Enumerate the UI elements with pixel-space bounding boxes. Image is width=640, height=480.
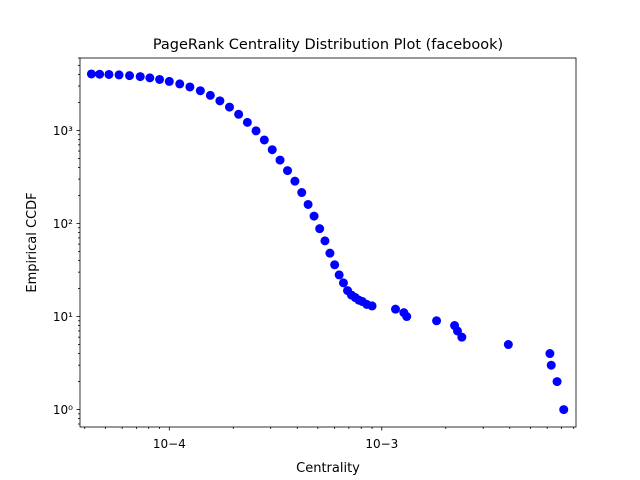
y-tick-label: 10² <box>53 217 73 231</box>
plot-frame <box>79 57 577 428</box>
data-point <box>215 96 225 106</box>
data-point <box>330 260 340 270</box>
chart-title: PageRank Centrality Distribution Plot (f… <box>153 37 503 53</box>
x-axis-ticks: 10−4 10−3 <box>84 427 575 451</box>
data-point <box>546 360 556 370</box>
x-tick-label: 10−3 <box>365 437 398 451</box>
data-point <box>402 312 412 322</box>
data-point <box>338 278 348 288</box>
data-point <box>114 70 124 80</box>
data-point <box>185 82 195 92</box>
x-axis-label: Centrality <box>296 461 360 476</box>
data-point <box>290 176 300 186</box>
data-point <box>225 102 234 112</box>
data-point <box>503 340 513 350</box>
x-tick-label: 10−4 <box>153 437 186 451</box>
data-point <box>205 90 215 100</box>
data-point <box>145 73 155 83</box>
data-point <box>259 135 269 145</box>
data-point <box>315 224 325 234</box>
y-tick-label: 10⁰ <box>53 403 73 417</box>
data-point <box>195 86 205 96</box>
data-point <box>452 326 462 336</box>
data-point <box>309 211 319 221</box>
data-point <box>95 69 105 79</box>
data-point <box>545 349 555 359</box>
y-axis-label: Empirical CCDF <box>25 192 40 292</box>
data-point <box>552 377 562 387</box>
data-point <box>275 155 285 165</box>
data-point <box>303 199 313 209</box>
data-point <box>367 301 377 311</box>
data-point <box>559 405 569 415</box>
data-point <box>432 316 442 326</box>
data-point <box>283 166 293 176</box>
data-point <box>320 236 330 246</box>
data-point <box>135 72 145 82</box>
data-point <box>325 248 335 258</box>
data-point <box>457 332 467 342</box>
data-point <box>175 79 185 89</box>
data-point <box>164 76 174 86</box>
data-point <box>234 109 244 119</box>
y-tick-label: 10³ <box>53 124 73 138</box>
data-point <box>242 117 252 127</box>
data-point <box>391 304 401 314</box>
data-point <box>251 126 261 136</box>
y-tick-label: 10¹ <box>53 310 73 324</box>
data-point <box>104 69 114 79</box>
data-point <box>86 69 96 79</box>
data-points <box>86 69 569 415</box>
data-point <box>267 145 277 155</box>
data-point <box>297 188 307 198</box>
data-point <box>334 270 344 280</box>
data-point <box>125 71 135 81</box>
data-point <box>155 74 165 84</box>
